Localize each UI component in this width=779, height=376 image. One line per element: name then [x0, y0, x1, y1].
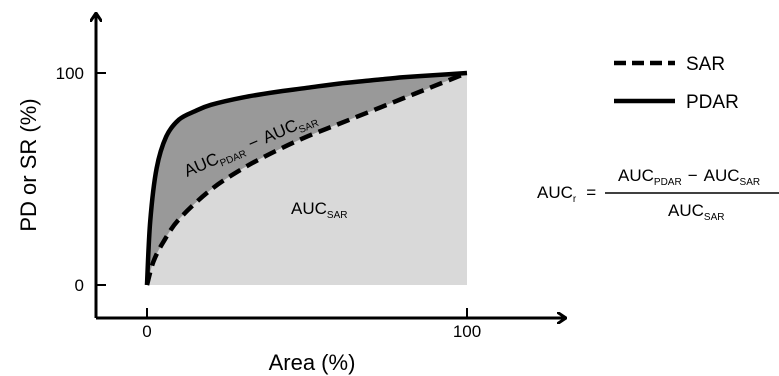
formula-numerator: AUCPDAR − AUCSAR [618, 166, 760, 188]
y-axis-title: PD or SR (%) [16, 98, 41, 231]
y-tick-label-0: 0 [75, 276, 84, 295]
area-under-sar [147, 73, 467, 285]
area-between-curves [147, 73, 467, 285]
formula-denominator: AUCSAR [668, 201, 724, 223]
formula-lhs: AUCr = [537, 183, 596, 205]
auc-sar-label: AUCSAR [291, 199, 347, 221]
x-axis-title: Area (%) [269, 350, 356, 375]
x-tick-label-0: 0 [142, 322, 151, 341]
y-tick-label-100: 100 [56, 64, 84, 83]
series-line-sar [144, 70, 468, 286]
legend-label-pdar: PDAR [686, 92, 739, 113]
x-tick-label-100: 100 [453, 322, 481, 341]
series-line-pdar [144, 70, 468, 286]
legend-label-sar: SAR [686, 54, 725, 75]
